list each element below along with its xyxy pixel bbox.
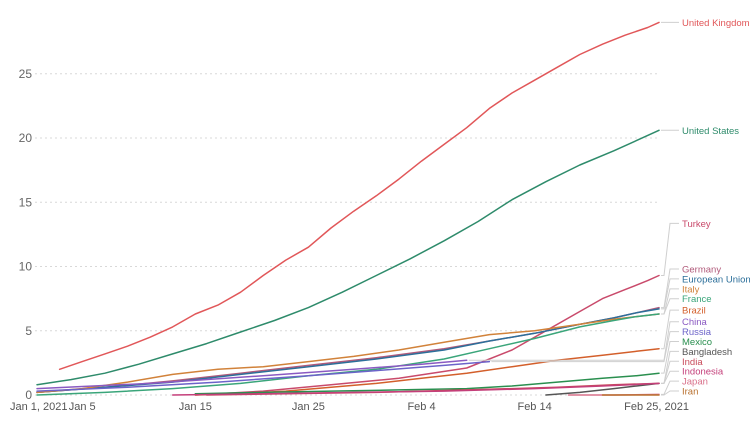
x-tick-label: Jan 5 — [69, 401, 96, 413]
series-line-indonesia — [171, 382, 660, 396]
series-line-united-states — [36, 129, 660, 386]
y-tick-label: 15 — [19, 195, 33, 209]
label-leader-line — [661, 268, 679, 309]
x-tick-label: Feb 25, 2021 — [624, 401, 689, 413]
label-leader-line — [661, 380, 679, 395]
series-label-united-states[interactable]: United States — [682, 126, 739, 137]
series-label-france[interactable]: France — [682, 294, 712, 305]
y-tick-label: 25 — [19, 67, 33, 81]
label-leader-line — [661, 390, 679, 396]
label-leader-line — [661, 278, 679, 310]
series-line-china — [36, 359, 468, 390]
x-tick-label: Jan 25 — [292, 401, 325, 413]
label-leader-line — [661, 222, 679, 276]
y-tick-label: 10 — [19, 260, 33, 274]
series-label-china[interactable]: China — [682, 317, 708, 328]
series-line-italy — [36, 313, 660, 394]
series-label-india[interactable]: India — [682, 357, 703, 368]
series-label-united-kingdom[interactable]: United Kingdom — [682, 18, 750, 29]
x-axis-ticks: Jan 1, 2021 Jan 5 Jan 15 Jan 25 Feb 4 Feb 14 F… — [10, 401, 689, 413]
series-labels[interactable]: United Kingdom United States Turkey Germany… — [468, 18, 750, 398]
gridlines — [35, 73, 660, 396]
label-leader-line — [661, 370, 679, 384]
y-tick-label: 20 — [19, 131, 33, 145]
series-label-bangladesh[interactable]: Bangladesh — [682, 347, 732, 358]
series-label-italy[interactable]: Italy — [682, 284, 700, 295]
series-label-iran[interactable]: Iran — [682, 387, 698, 398]
series-line-france — [36, 313, 660, 396]
y-tick-label: 0 — [25, 388, 32, 402]
series-label-mexico[interactable]: Mexico — [682, 337, 712, 348]
label-leader-line — [491, 331, 679, 363]
series-label-japan[interactable]: Japan — [682, 377, 708, 388]
x-tick-label: Jan 1, 2021 — [10, 401, 68, 413]
label-leader-line — [661, 309, 679, 350]
x-tick-label: Feb 4 — [407, 401, 435, 413]
series-label-european-union[interactable]: European Union — [682, 274, 750, 285]
x-tick-label: Feb 14 — [517, 401, 551, 413]
label-leader-line — [468, 321, 679, 361]
label-leader-line — [661, 350, 679, 384]
series-label-turkey[interactable]: Turkey — [682, 219, 711, 230]
series-label-indonesia[interactable]: Indonesia — [682, 367, 724, 378]
y-axis-ticks: 0 5 10 15 20 25 — [19, 67, 33, 402]
series-lines — [36, 21, 660, 396]
x-tick-label: Jan 15 — [179, 401, 212, 413]
label-leader-line — [661, 341, 679, 374]
series-line-mexico — [194, 372, 660, 395]
series-line-european-union — [36, 308, 660, 394]
series-line-bangladesh — [545, 382, 660, 396]
series-label-germany[interactable]: Germany — [682, 265, 721, 276]
y-tick-label: 5 — [25, 324, 32, 338]
series-label-russia[interactable]: Russia — [682, 327, 712, 338]
series-line-russia — [36, 360, 491, 392]
label-leader-line — [661, 298, 679, 315]
series-label-brazil[interactable]: Brazil — [682, 306, 706, 317]
series-line-united-kingdom — [58, 21, 660, 371]
